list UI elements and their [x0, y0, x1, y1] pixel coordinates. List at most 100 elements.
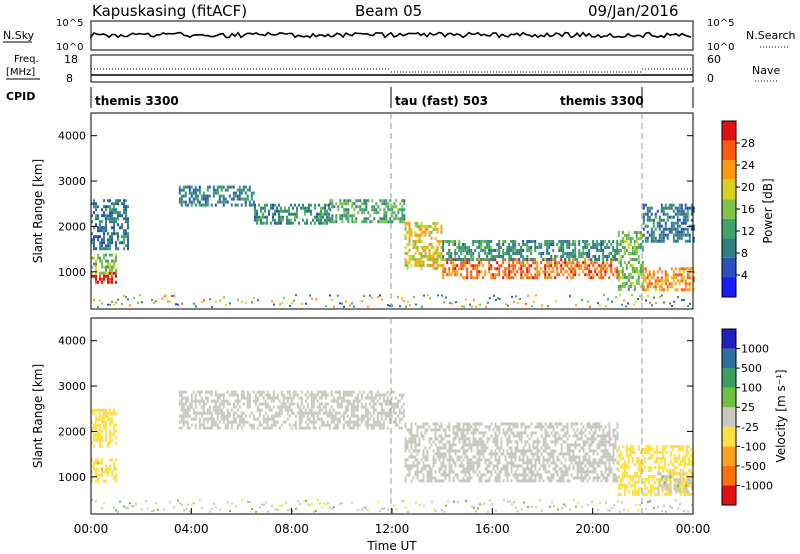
heatmap-cell — [514, 243, 517, 246]
heatmap-cell — [375, 208, 378, 212]
heatmap-cell — [580, 437, 583, 441]
heatmap-cell — [568, 261, 571, 265]
ground-scatter-cell — [607, 298, 609, 301]
heatmap-cell — [687, 457, 690, 460]
heatmap-cell — [658, 288, 661, 292]
heatmap-cell — [270, 423, 273, 427]
heatmap-cell — [113, 426, 115, 430]
heatmap-cell — [635, 282, 638, 285]
heatmap-cell — [406, 221, 409, 225]
heatmap-cell — [406, 266, 409, 270]
heatmap-cell — [365, 217, 368, 221]
heatmap-cell — [450, 255, 453, 258]
heatmap-cell — [528, 461, 531, 465]
heatmap-cell — [536, 267, 539, 271]
heatmap-cell — [452, 240, 455, 243]
heatmap-cell — [530, 249, 533, 252]
heatmap-cell — [637, 231, 640, 234]
heatmap-cell — [226, 408, 229, 412]
heatmap-cell — [532, 446, 535, 450]
heatmap-cell — [343, 208, 346, 212]
heatmap-cell — [202, 194, 205, 198]
heatmap-cell — [444, 431, 447, 435]
ground-scatter-cell — [125, 507, 127, 509]
heatmap-cell — [598, 422, 601, 426]
ground-scatter-cell — [333, 506, 335, 509]
heatmap-cell — [621, 445, 624, 448]
heatmap-cell — [492, 249, 495, 252]
heatmap-cell — [196, 197, 199, 201]
heatmap-cell — [564, 440, 567, 444]
heatmap-cell — [476, 440, 479, 444]
heatmap-cell — [226, 200, 229, 204]
heatmap-cell — [619, 451, 622, 454]
heatmap-cell — [680, 227, 683, 231]
heatmap-cell — [470, 255, 473, 258]
heatmap-cell — [639, 234, 642, 237]
heatmap-cell — [639, 487, 642, 490]
heatmap-cell — [97, 226, 99, 230]
nave-label: Nave — [752, 64, 780, 77]
heatmap-cell — [244, 185, 247, 189]
heatmap-cell — [466, 437, 469, 441]
ground-scatter-cell — [177, 303, 179, 306]
heatmap-cell — [448, 425, 451, 429]
heatmap-cell — [544, 446, 547, 450]
heatmap-cell — [596, 464, 599, 468]
heatmap-cell — [623, 484, 626, 487]
heatmap-cell — [107, 470, 109, 474]
heatmap-cell — [670, 215, 673, 219]
heatmap-cell — [604, 437, 607, 441]
heatmap-cell — [226, 399, 229, 403]
heatmap-cell — [442, 470, 445, 474]
heatmap-cell — [378, 402, 381, 406]
heatmap-cell — [385, 205, 388, 209]
heatmap-cell — [592, 476, 595, 480]
heatmap-cell — [344, 420, 347, 424]
heatmap-cell — [669, 454, 672, 457]
heatmap-cell — [692, 270, 695, 274]
heatmap-cell — [418, 227, 421, 231]
heatmap-cell — [93, 426, 95, 430]
heatmap-cell — [360, 420, 363, 424]
heatmap-cell — [637, 255, 640, 258]
heatmap-cell — [556, 243, 559, 246]
heatmap-cell — [466, 461, 469, 465]
heatmap-cell — [667, 493, 670, 496]
heatmap-cell — [444, 476, 447, 480]
heatmap-cell — [629, 240, 632, 243]
heatmap-cell — [462, 476, 465, 480]
heatmap-cell — [566, 431, 569, 435]
heatmap-cell — [410, 446, 413, 450]
heatmap-cell — [328, 215, 330, 219]
heatmap-cell — [119, 241, 121, 245]
heatmap-cell — [568, 455, 571, 459]
heatmap-cell — [113, 217, 115, 221]
heatmap-cell — [246, 393, 249, 397]
heatmap-cell — [436, 248, 439, 252]
ground-scatter-cell — [247, 501, 249, 503]
heatmap-cell — [682, 212, 685, 216]
heatmap-cell — [103, 414, 105, 418]
heatmap-cell — [109, 429, 111, 433]
heatmap-cell — [546, 458, 549, 462]
heatmap-cell — [234, 194, 237, 198]
heatmap-cell — [486, 446, 489, 450]
heatmap-cell — [416, 221, 419, 225]
heatmap-cell — [107, 214, 109, 218]
heatmap-cell — [588, 446, 591, 450]
heatmap-cell — [552, 449, 555, 453]
heatmap-cell — [657, 463, 660, 466]
heatmap-cell — [606, 261, 609, 265]
heatmap-cell — [470, 258, 473, 261]
heatmap-cell — [580, 446, 583, 450]
heatmap-cell — [290, 212, 292, 216]
heatmap-cell — [544, 449, 547, 453]
heatmap-cell — [113, 429, 115, 433]
heatmap-cell — [280, 390, 283, 394]
ground-scatter-cell — [511, 295, 513, 298]
heatmap-cell — [600, 440, 603, 444]
heatmap-cell — [572, 249, 575, 252]
heatmap-cell — [218, 405, 221, 409]
heatmap-cell — [662, 230, 665, 234]
